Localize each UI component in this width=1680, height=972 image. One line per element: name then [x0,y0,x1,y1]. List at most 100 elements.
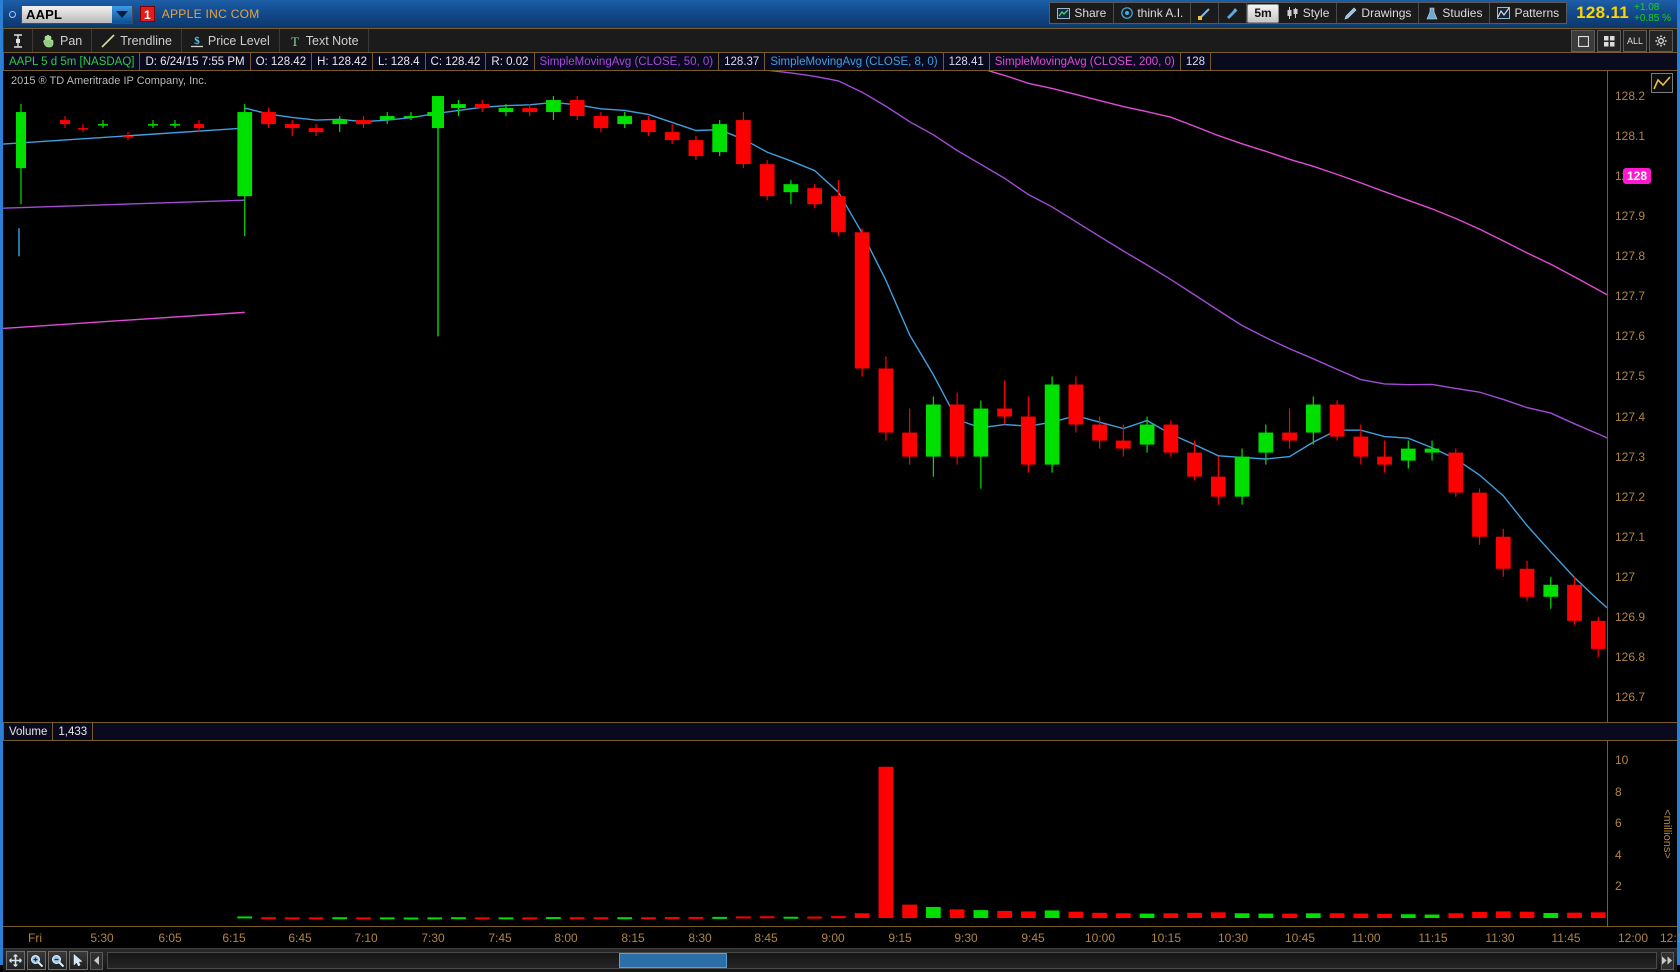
beaker-icon [1426,7,1438,19]
price-axis[interactable]: 128.2 128.1 128 127.9 127.8 127.7 127.6 127.5 12… [1607,71,1677,722]
legend-study-sma200-value: 128 [1181,53,1211,70]
price-chart-pane[interactable]: 2015 ® TD Ameritrade IP Company, Inc. 12… [3,71,1677,722]
legend-study-sma8-name: SimpleMovingAvg (CLOSE, 8, 0) [770,55,938,68]
volume-units-label: <millions> [1661,808,1673,859]
volume-axis-tick: 4 [1615,847,1622,862]
tool-cursor[interactable] [3,29,33,52]
price-axis-tick: 127.2 [1615,489,1646,504]
price-axis-tick: 127.8 [1615,249,1646,264]
tool-pan[interactable]: Pan [33,29,93,52]
share-label: Share [1074,6,1107,20]
grid-pane-icon [1603,35,1614,46]
legend-symbol-info[interactable]: AAPL 5 d 5m [NASDAQ] [3,53,141,70]
legend-study-sma50-name: SimpleMovingAvg (CLOSE, 50, 0) [539,55,714,68]
all-panes-button[interactable]: ALL [1623,30,1647,52]
svg-text:$: $ [194,35,200,47]
top-toolbar-group: Share think A.I. [1049,2,1568,24]
pencil-icon [1344,7,1357,19]
legend-study-sma200[interactable]: SimpleMovingAvg (CLOSE, 200, 0) [990,53,1181,70]
time-axis-tick: 9:00 [821,931,845,945]
studies-button[interactable]: Studies [1419,3,1491,23]
time-axis-tick: 11:30 [1485,931,1515,945]
curve-study-icon [1653,76,1671,90]
symbol-input[interactable]: AAPL [21,4,133,24]
settings-wrench-button[interactable] [1219,3,1248,23]
drawing-toolbar: Pan Trendline $ Price Level T Text Note [3,28,1677,53]
volume-value: 1,433 [53,723,94,740]
trendline-icon [101,33,115,48]
wrench-icon [1227,7,1238,19]
legend-field-date: D: 6/24/15 7:55 PM [140,53,251,70]
grid-pane-button[interactable] [1597,30,1621,52]
time-axis-tick: 10:15 [1150,931,1182,945]
legend-close-value: C: 128.42 [430,55,481,68]
drawings-label: Drawings [1361,6,1412,20]
style-button[interactable]: Style [1279,3,1338,23]
legend-sma8-value-text: 128.41 [948,55,984,68]
horizontal-scrollbar[interactable] [107,952,1657,969]
zoom-in-button[interactable] [27,951,46,970]
volume-axis-tick: 10 [1615,753,1629,768]
scroll-right-button[interactable] [1661,951,1674,970]
time-axis-tick: 7:45 [488,931,512,945]
dollar-level-icon: $ [190,35,203,48]
legend-high-value: H: 128.42 [317,55,367,68]
pan-mode-button[interactable] [6,951,25,970]
scrollbar-thumb[interactable] [618,953,728,968]
crosshair-tool-button[interactable] [1191,3,1220,23]
tool-text-note[interactable]: T Text Note [280,29,369,52]
time-axis-tick: 6:45 [288,931,312,945]
volume-axis-tick: 2 [1615,879,1622,894]
patterns-icon [1497,7,1511,19]
time-axis-tick: 6:05 [158,931,182,945]
cursor-select-icon [14,33,22,48]
time-axis-tick: 8:00 [554,931,578,945]
symbol-value: AAPL [26,6,63,22]
tool-trendline[interactable]: Trendline [92,29,182,52]
volume-title-text: Volume [9,725,48,738]
chevron-left-icon [93,956,99,965]
drawings-button[interactable]: Drawings [1337,3,1420,23]
legend-field-open: O: 128.42 [251,53,313,70]
legend-date-value: D: 6/24/15 7:55 PM [145,55,245,68]
price-axis-tick: 127 [1615,569,1636,584]
chart-settings-button[interactable] [1649,30,1673,52]
single-pane-icon [1577,35,1589,47]
time-axis-tick: 10:00 [1084,931,1116,945]
patterns-button[interactable]: Patterns [1490,3,1566,23]
move-cross-icon [9,954,22,967]
time-axis-tick: 12:00 [1617,931,1649,945]
volume-chart-pane[interactable]: <millions> 10 8 6 4 2 [3,741,1677,926]
time-axis-tick: 5:30 [90,931,114,945]
single-pane-button[interactable] [1571,30,1595,52]
think-ai-button[interactable]: think A.I. [1114,3,1192,23]
price-axis-tick: 127.9 [1615,209,1646,224]
timeframe-button[interactable]: 5m [1247,3,1279,23]
volume-title[interactable]: Volume [3,723,54,740]
volume-value-text: 1,433 [58,725,88,738]
study-toggle-button[interactable] [1651,73,1673,93]
select-cursor-button[interactable] [69,951,88,970]
tool-price-level[interactable]: $ Price Level [182,29,280,52]
bottom-navigation-bar [3,948,1677,972]
legend-study-sma50[interactable]: SimpleMovingAvg (CLOSE, 50, 0) [535,53,720,70]
share-button[interactable]: Share [1050,3,1115,23]
scroll-left-button[interactable] [90,951,103,970]
legend-study-sma8[interactable]: SimpleMovingAvg (CLOSE, 8, 0) [765,53,944,70]
crosshair-wrench-icon [1198,7,1211,20]
time-axis-tick: 8:15 [621,931,645,945]
zoom-out-button[interactable] [48,951,67,970]
tool-price-level-label: Price Level [207,33,270,48]
share-icon [1057,7,1071,19]
chevron-right-double-icon [1662,956,1673,965]
link-color-badge[interactable]: 1 [140,6,155,22]
volume-axis[interactable]: <millions> 10 8 6 4 2 [1607,741,1677,926]
chevron-down-icon[interactable] [112,5,132,23]
price-plot[interactable] [3,71,1607,722]
volume-plot[interactable] [3,741,1607,926]
price-axis-tick: 126.7 [1615,689,1646,704]
legend-symbol-text: AAPL 5 d 5m [NASDAQ] [9,55,135,68]
time-axis[interactable]: Fri 5:30 6:05 6:15 6:45 7:10 7:30 7:45 8:00 8:15 8… [3,926,1680,948]
think-ai-label: think A.I. [1137,6,1184,20]
